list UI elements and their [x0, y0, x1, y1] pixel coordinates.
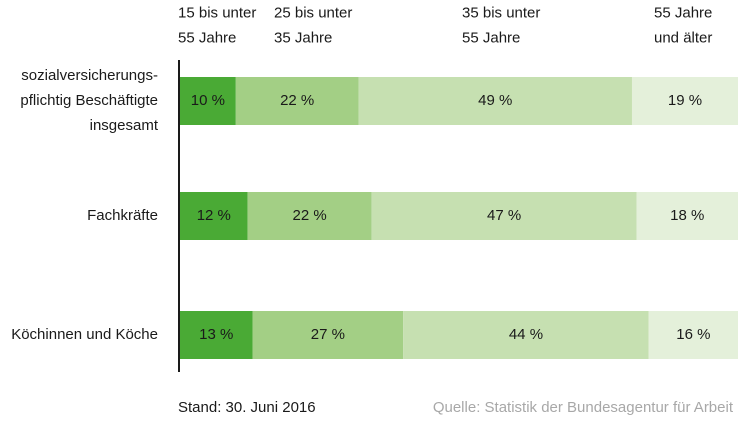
value-label: 22 % [280, 92, 314, 109]
bar-segment [180, 192, 248, 240]
value-label: 27 % [311, 326, 345, 343]
bar-segment [631, 77, 738, 125]
value-label: 19 % [668, 92, 702, 109]
bar-segment [371, 192, 637, 240]
bar-segment [247, 192, 372, 240]
value-label: 13 % [199, 326, 233, 343]
value-label: 22 % [293, 207, 327, 224]
bar-segment [180, 311, 253, 359]
value-label: 18 % [670, 207, 704, 224]
footnote: Stand: 30. Juni 2016 [178, 399, 316, 416]
bar-segment [252, 311, 404, 359]
value-label: 49 % [478, 92, 512, 109]
bar-segment [648, 311, 738, 359]
value-label: 16 % [676, 326, 710, 343]
value-label: 44 % [509, 326, 543, 343]
legend-label: 55 Jahre und älter [654, 4, 712, 46]
value-label: 12 % [197, 207, 231, 224]
category-label: Köchinnen und Köche [11, 326, 158, 343]
legend-label: 35 bis unter 55 Jahre [462, 4, 540, 46]
bar-segment [180, 77, 236, 125]
value-label: 47 % [487, 207, 521, 224]
bar-segment [636, 192, 738, 240]
legend-label: 15 bis unter 55 Jahre [178, 4, 256, 46]
bar-segment [235, 77, 359, 125]
source: Quelle: Statistik der Bundesagentur für … [433, 399, 734, 416]
bar-segment [403, 311, 649, 359]
category-label: Fachkräfte [87, 207, 158, 224]
category-label: sozialversicherungs-pflichtig Beschäftig… [20, 67, 158, 134]
value-label: 10 % [191, 92, 225, 109]
legend-label: 25 bis unter 35 Jahre [274, 4, 352, 46]
bar-segment [358, 77, 632, 125]
